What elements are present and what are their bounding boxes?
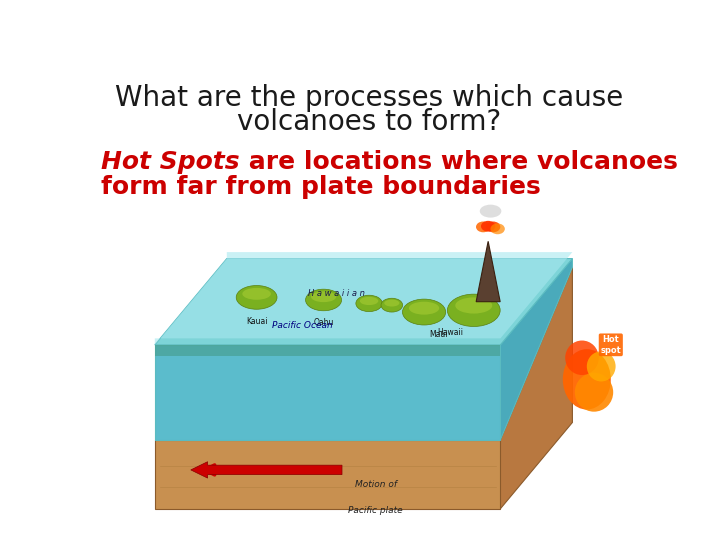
- Polygon shape: [155, 345, 500, 440]
- Polygon shape: [476, 241, 500, 302]
- Ellipse shape: [447, 294, 500, 327]
- Polygon shape: [155, 252, 572, 345]
- Text: What are the processes which cause: What are the processes which cause: [115, 84, 623, 112]
- Ellipse shape: [575, 373, 613, 411]
- Ellipse shape: [409, 302, 439, 315]
- Ellipse shape: [305, 289, 341, 310]
- Ellipse shape: [402, 299, 446, 325]
- Ellipse shape: [486, 221, 500, 232]
- Polygon shape: [155, 345, 500, 356]
- Text: Oahu: Oahu: [313, 318, 334, 327]
- Ellipse shape: [563, 349, 611, 409]
- Polygon shape: [500, 267, 572, 509]
- Ellipse shape: [311, 292, 336, 302]
- Ellipse shape: [243, 288, 271, 300]
- Ellipse shape: [481, 221, 495, 232]
- Ellipse shape: [360, 297, 378, 305]
- Ellipse shape: [381, 298, 402, 312]
- Ellipse shape: [384, 300, 400, 307]
- Text: are locations where volcanoes: are locations where volcanoes: [240, 150, 678, 174]
- Polygon shape: [155, 259, 572, 345]
- Ellipse shape: [565, 341, 599, 375]
- Ellipse shape: [480, 205, 501, 218]
- Text: volcanoes to form?: volcanoes to form?: [237, 109, 501, 137]
- Polygon shape: [155, 440, 500, 509]
- Ellipse shape: [490, 224, 505, 234]
- Text: Maui: Maui: [429, 330, 448, 339]
- Polygon shape: [500, 259, 572, 440]
- Ellipse shape: [587, 352, 616, 381]
- Ellipse shape: [455, 298, 492, 314]
- Text: Kauai: Kauai: [246, 317, 267, 326]
- Ellipse shape: [236, 286, 277, 309]
- FancyArrow shape: [191, 462, 342, 478]
- Text: H a w a i i a n: H a w a i i a n: [308, 288, 364, 298]
- Text: Motion of: Motion of: [354, 480, 397, 489]
- Text: Pacific Ocean: Pacific Ocean: [271, 321, 333, 330]
- Text: form far from plate boundaries: form far from plate boundaries: [101, 175, 541, 199]
- Text: Hawaii: Hawaii: [437, 328, 463, 336]
- Text: Pacific plate: Pacific plate: [348, 506, 403, 515]
- Ellipse shape: [356, 295, 382, 312]
- Ellipse shape: [476, 221, 490, 232]
- Text: Hot
spot: Hot spot: [600, 335, 621, 355]
- Text: Hot Spots: Hot Spots: [101, 150, 240, 174]
